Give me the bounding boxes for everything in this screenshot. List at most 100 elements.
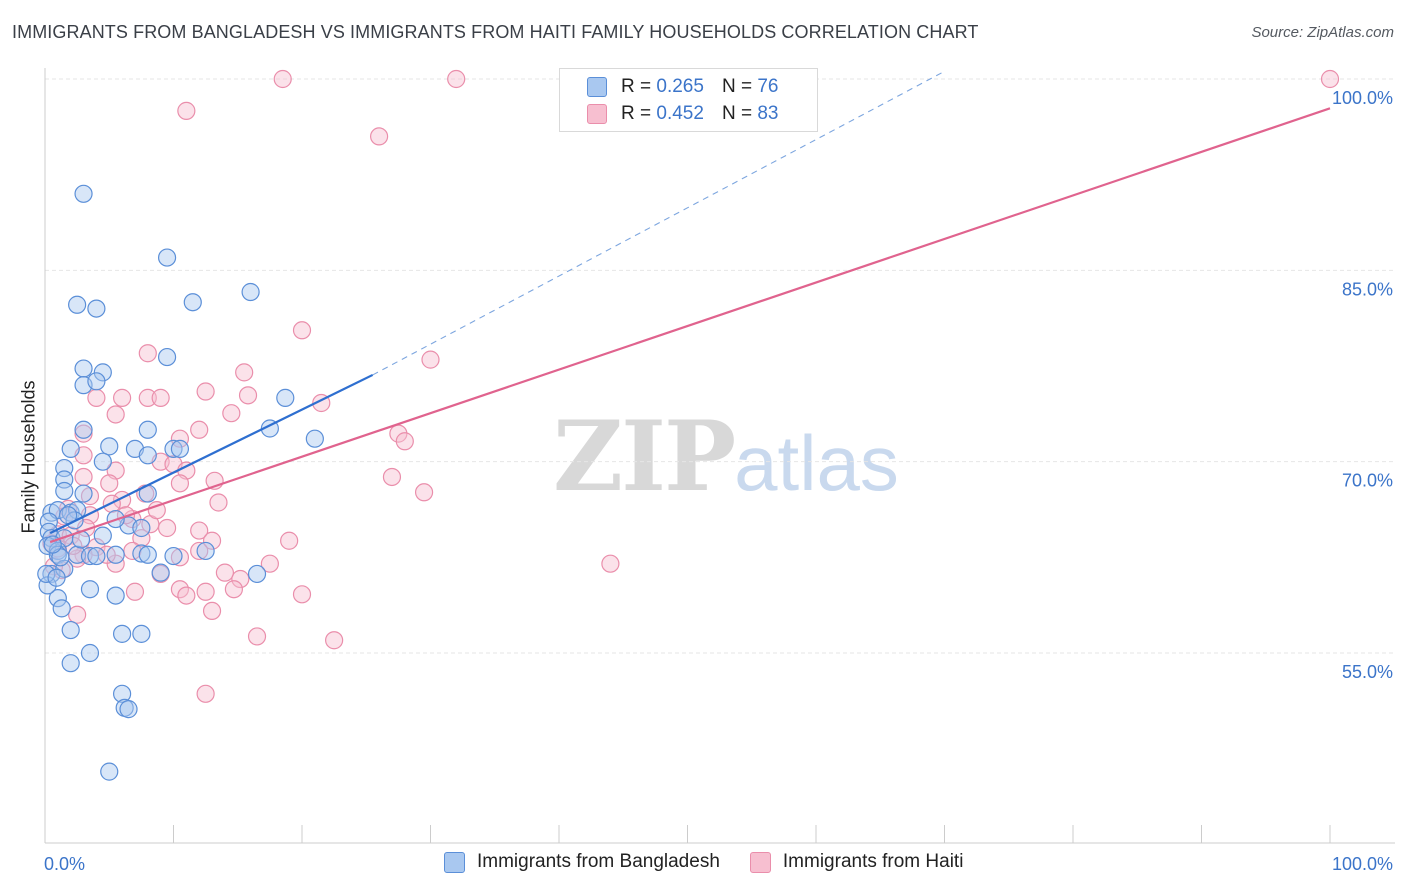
point-bangladesh	[55, 481, 74, 501]
legend-item-bangladesh[interactable]: Immigrants from Bangladesh	[444, 851, 720, 873]
point-bangladesh	[74, 484, 93, 503]
y-tick-label: 55.0%	[1342, 662, 1393, 682]
point-haiti	[170, 429, 190, 448]
legend-r-value: 0.452	[656, 103, 704, 124]
point-haiti	[177, 586, 196, 605]
point-haiti	[421, 350, 440, 369]
point-bangladesh	[80, 643, 100, 663]
point-haiti	[382, 467, 402, 487]
legend-n-value: 76	[757, 76, 779, 97]
point-bangladesh	[276, 388, 295, 407]
point-haiti	[235, 363, 254, 382]
legend-r-label: R =	[621, 103, 652, 124]
point-haiti	[196, 382, 215, 401]
point-bangladesh	[241, 282, 260, 302]
y-tick-label: 85.0%	[1342, 279, 1393, 299]
legend-n-value: 83	[757, 103, 779, 124]
point-haiti	[292, 585, 312, 604]
point-haiti	[138, 388, 157, 407]
y-axis-label: Family Households	[18, 380, 39, 534]
point-bangladesh	[164, 439, 183, 459]
point-bangladesh	[61, 439, 80, 459]
trend-line-haiti	[49, 107, 1331, 544]
point-haiti	[196, 582, 215, 601]
point-bangladesh	[47, 568, 66, 587]
legend-r-label: R =	[621, 76, 652, 97]
point-haiti	[325, 631, 344, 650]
point-haiti	[157, 518, 177, 538]
point-bangladesh	[106, 586, 125, 605]
series-haiti-points	[42, 69, 1340, 703]
point-haiti	[87, 388, 106, 407]
x-tick-label-max: 100.0%	[1332, 854, 1393, 874]
point-haiti	[190, 541, 209, 561]
point-bangladesh	[37, 564, 56, 584]
legend-row-bangladesh: R = 0.265 N = 76	[587, 75, 778, 99]
point-bangladesh	[151, 563, 170, 582]
point-bangladesh	[106, 545, 125, 564]
trend-line-bangladesh	[49, 373, 374, 535]
point-bangladesh	[80, 546, 100, 566]
point-haiti	[177, 101, 196, 120]
point-haiti	[112, 388, 132, 407]
axes	[44, 68, 1395, 844]
point-haiti	[260, 554, 279, 573]
point-bangladesh	[112, 624, 132, 643]
point-haiti	[151, 388, 170, 407]
point-bangladesh	[183, 293, 202, 312]
point-haiti	[215, 563, 234, 582]
point-haiti	[414, 483, 434, 502]
point-bangladesh	[138, 545, 157, 564]
point-haiti	[100, 474, 119, 493]
point-bangladesh	[132, 544, 151, 563]
point-haiti	[247, 627, 267, 646]
legend-item-haiti[interactable]: Immigrants from Haiti	[749, 851, 963, 873]
point-haiti	[231, 569, 250, 589]
x-tick-label-min: 0.0%	[44, 854, 85, 874]
point-bangladesh	[52, 599, 71, 618]
point-haiti	[395, 432, 414, 451]
point-haiti	[222, 404, 241, 423]
point-haiti	[224, 580, 243, 599]
point-bangladesh	[93, 363, 112, 382]
trend-extension-bangladesh	[372, 70, 945, 376]
point-bangladesh	[247, 564, 267, 584]
point-bangladesh	[74, 184, 93, 203]
point-haiti	[202, 531, 222, 550]
point-haiti	[74, 424, 93, 443]
point-haiti	[74, 467, 93, 487]
trend-lines	[49, 70, 1331, 544]
point-bangladesh	[93, 452, 112, 471]
legend-swatch-bangladesh	[444, 851, 465, 873]
point-bangladesh	[61, 654, 80, 673]
point-bangladesh	[87, 372, 106, 391]
point-bangladesh	[112, 684, 132, 703]
source-credit: Source: ZipAtlas.com	[1251, 24, 1394, 41]
point-haiti	[292, 321, 312, 340]
point-bangladesh	[305, 429, 324, 448]
point-haiti	[601, 554, 620, 573]
point-haiti	[1320, 69, 1340, 89]
legend-swatch-bangladesh	[587, 77, 607, 97]
series-legend: Immigrants from Bangladesh Immigrants fr…	[444, 851, 993, 873]
point-haiti	[370, 127, 389, 146]
point-bangladesh	[132, 624, 151, 643]
watermark: ZIPatlas	[553, 400, 899, 513]
tick-labels: 55.0% 70.0% 85.0% 100.0% 0.0% 100.0%	[44, 88, 1393, 874]
point-haiti	[280, 531, 299, 550]
point-haiti	[273, 69, 292, 89]
point-bangladesh	[100, 762, 119, 781]
watermark-atlas: atlas	[734, 419, 899, 507]
legend-label-bangladesh: Immigrants from Bangladesh	[477, 851, 720, 872]
point-haiti	[147, 501, 166, 520]
point-bangladesh	[138, 446, 157, 465]
legend-n-label: N =	[721, 103, 753, 124]
point-bangladesh	[100, 437, 119, 456]
point-bangladesh	[132, 518, 151, 538]
point-haiti	[138, 344, 157, 363]
series-bangladesh-points	[37, 184, 324, 781]
point-haiti	[447, 69, 466, 89]
point-haiti	[238, 386, 258, 405]
point-bangladesh	[164, 546, 183, 566]
